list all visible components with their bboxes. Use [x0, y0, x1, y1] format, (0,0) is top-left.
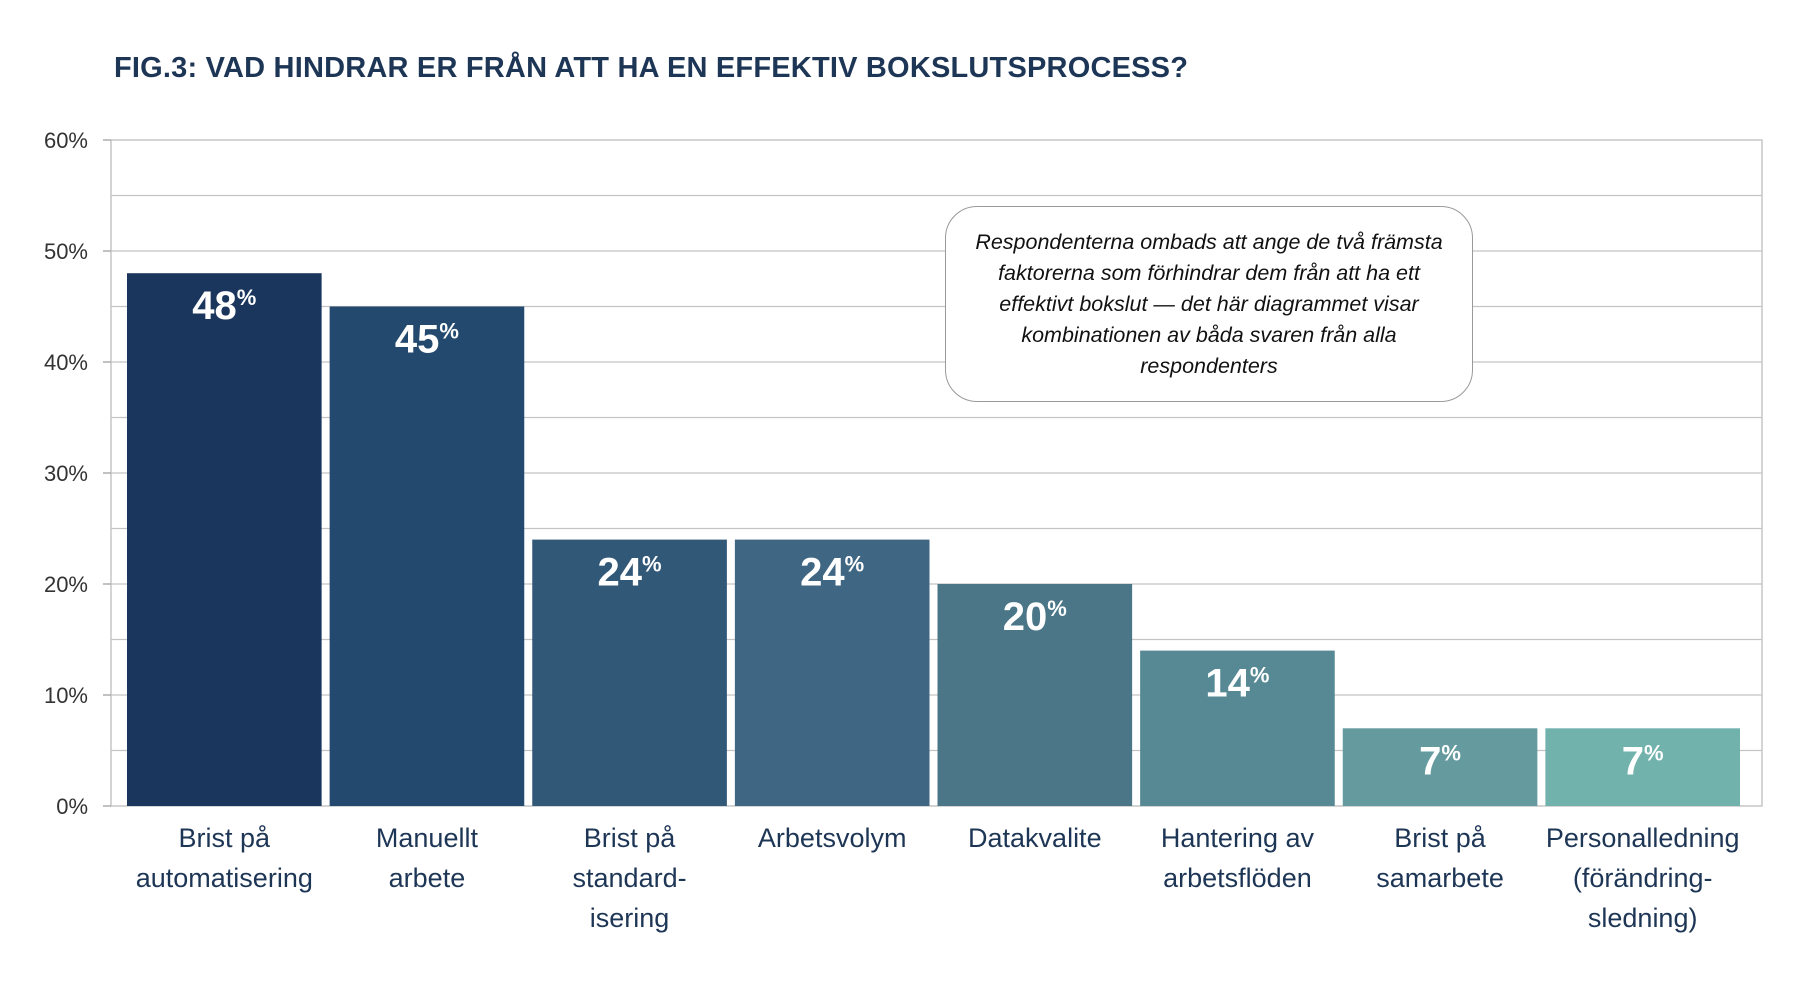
x-category-label: Datakvalite — [968, 823, 1102, 853]
bar — [734, 539, 930, 806]
bar-value-unit: % — [237, 285, 257, 310]
x-category-label: Personalledning — [1546, 823, 1740, 853]
y-tick-label: 10% — [44, 683, 88, 708]
bar-value-unit: % — [1441, 740, 1461, 765]
x-category-label: Arbetsvolym — [758, 823, 907, 853]
bar-value-label: 14% — [1205, 662, 1269, 706]
x-category-label: Brist på — [179, 823, 272, 853]
x-axis: Brist på automatisering Manuellt arbete Bris… — [136, 823, 1740, 933]
y-tick-label: 40% — [44, 350, 88, 375]
bar-value-label: 24% — [800, 551, 864, 595]
x-category-label: arbetsflöden — [1163, 863, 1312, 893]
bar — [1545, 728, 1740, 806]
bar-value-unit: % — [845, 552, 865, 577]
bar-value-label: 45% — [395, 318, 459, 362]
bar-value-unit: % — [439, 319, 459, 344]
x-category-label: sledning) — [1588, 903, 1698, 933]
x-category-label: standard- — [573, 863, 687, 893]
bar — [329, 306, 525, 806]
bar — [532, 539, 727, 806]
y-axis: 0% 10% 20% 30% 40% 50% 60% — [44, 128, 111, 819]
y-tick-label: 0% — [56, 794, 88, 819]
bar — [1140, 650, 1335, 806]
x-category-label: (förändring- — [1573, 863, 1713, 893]
y-tick-label: 20% — [44, 572, 88, 597]
x-category-label: Brist på — [1394, 823, 1487, 853]
x-category-label: arbete — [389, 863, 466, 893]
bar-value-unit: % — [1250, 663, 1270, 688]
x-category-label: automatisering — [136, 863, 313, 893]
bar — [937, 584, 1133, 806]
x-category-label: Hantering av — [1161, 823, 1315, 853]
y-tick-label: 30% — [44, 461, 88, 486]
annotation-text: Respondenterna ombads att ange de två fr… — [975, 229, 1443, 378]
y-tick-label: 60% — [44, 128, 88, 153]
bars: 48%45%24% 24%20%14%7% 7% — [127, 273, 1740, 806]
annotation-box: Respondenterna ombads att ange de två fr… — [945, 206, 1473, 402]
bar-value-unit: % — [1644, 740, 1664, 765]
bar-value-unit: % — [1047, 596, 1067, 621]
bar — [1342, 728, 1538, 806]
chart-title: FIG.3: VAD HINDRAR ER FRÅN ATT HA EN EFF… — [114, 52, 1189, 84]
x-category-label: isering — [590, 903, 670, 933]
bar — [127, 273, 322, 806]
x-category-label: samarbete — [1376, 863, 1504, 893]
bar-value-unit: % — [642, 552, 662, 577]
x-category-label: Brist på — [584, 823, 677, 853]
x-category-label: Manuellt — [376, 823, 479, 853]
y-tick-label: 50% — [44, 239, 88, 264]
